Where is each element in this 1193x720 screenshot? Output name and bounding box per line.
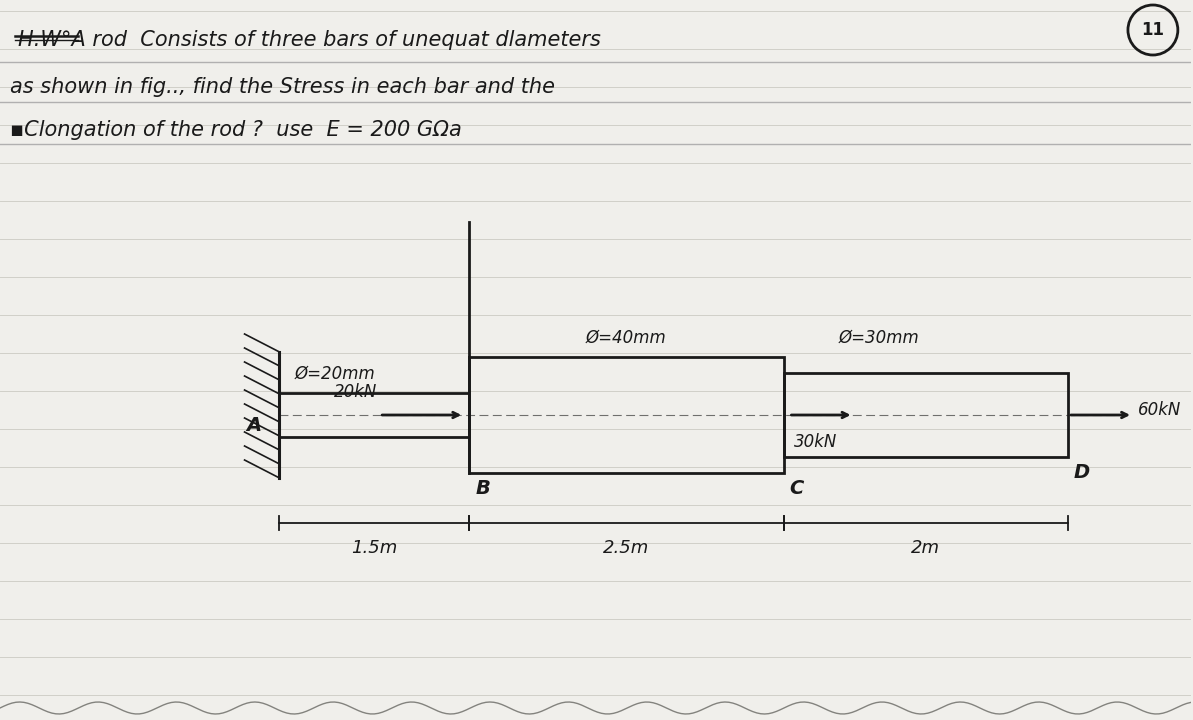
Text: 30kN: 30kN	[793, 433, 836, 451]
Bar	[279, 393, 469, 437]
Text: Ø=30mm: Ø=30mm	[839, 329, 920, 347]
Text: B: B	[475, 479, 490, 498]
Text: as shown in fig.., find the Stress in each bar and the: as shown in fig.., find the Stress in ea…	[10, 77, 555, 97]
Text: ▪Clongation of the rod ?  use  E = 200 GΩa: ▪Clongation of the rod ? use E = 200 GΩa	[10, 120, 462, 140]
Text: H.W°A rod  Consists of three bars of unequat dlameters: H.W°A rod Consists of three bars of uneq…	[18, 30, 601, 50]
Text: 11: 11	[1142, 21, 1164, 39]
Text: 60kN: 60kN	[1138, 401, 1181, 419]
Text: A: A	[247, 415, 261, 434]
Text: Ø=40mm: Ø=40mm	[586, 329, 667, 347]
Text: 20kN: 20kN	[334, 383, 377, 401]
Text: C: C	[790, 479, 804, 498]
Text: D: D	[1074, 463, 1090, 482]
Text: 1.5m: 1.5m	[351, 539, 397, 557]
Bar	[784, 373, 1068, 457]
Text: Ø=20mm: Ø=20mm	[295, 365, 376, 383]
Text: 2.5m: 2.5m	[604, 539, 649, 557]
Text: 2m: 2m	[911, 539, 940, 557]
Bar	[469, 357, 784, 473]
